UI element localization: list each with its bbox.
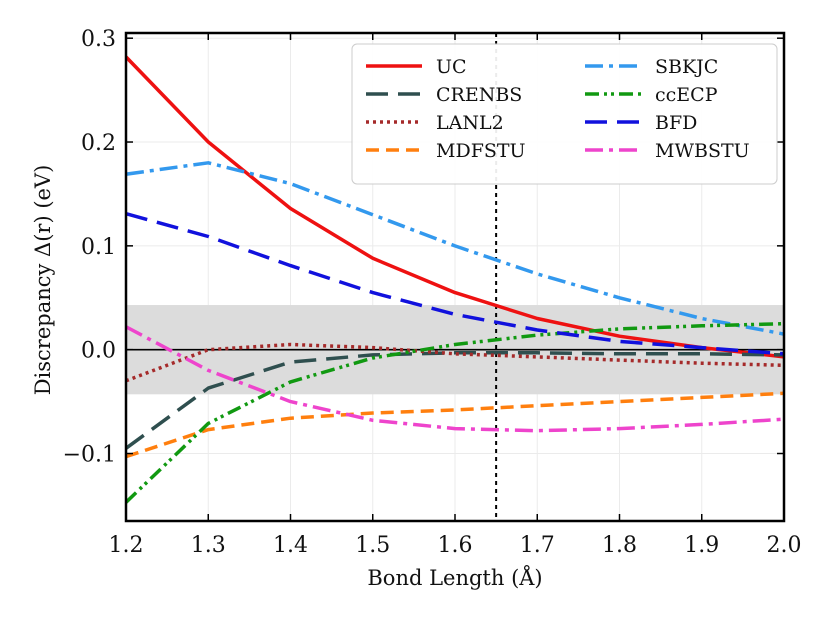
x-tick-label-5: 1.7 (520, 533, 555, 558)
y-axis-label: Discrepancy Δ(r) (eV) (31, 165, 55, 396)
y-tick-label-2: 0.1 (81, 235, 116, 260)
series-line-crenbs (126, 351, 784, 450)
y-tick-label-4: 0.3 (81, 27, 116, 52)
legend-box (351, 43, 778, 185)
x-tick-label-3: 1.5 (355, 533, 390, 558)
legend-label-bfd: BFD (655, 112, 697, 134)
series-line-mwbstu (126, 325, 784, 433)
legend-label-mwbstu: MWBSTU (655, 140, 750, 162)
x-tick-label-1: 1.3 (191, 533, 226, 558)
x-tick-label-0: 1.2 (109, 533, 144, 558)
y-tick-label-1: 0.0 (81, 339, 116, 364)
legend-label-crenbs: CRENBS (436, 84, 522, 106)
x-axis: 1.2 1.3 1.4 1.5 1.6 1.7 1.8 1.9 2.0 (109, 33, 802, 558)
x-tick-label-7: 1.9 (684, 533, 719, 558)
legend-label-lanl2: LANL2 (436, 112, 504, 134)
y-tick-label-3: 0.2 (81, 131, 116, 156)
x-axis-label: Bond Length (Å) (367, 565, 542, 590)
legend-label-uc: UC (436, 56, 467, 78)
series-line-ccecp (126, 321, 784, 504)
series-line-sbkjc (126, 161, 784, 336)
legend-label-mdfstu: MDFSTU (436, 140, 526, 162)
y-axis: −0.1 0.0 0.1 0.2 0.3 (63, 27, 784, 468)
series-line-bfd (126, 212, 784, 356)
x-tick-label-8: 2.0 (767, 533, 802, 558)
legend-label-sbkjc: SBKJC (655, 56, 718, 78)
y-tick-label-0: −0.1 (63, 443, 116, 468)
x-tick-label-2: 1.4 (273, 533, 308, 558)
series-line-lanl2 (126, 342, 784, 383)
x-tick-label-6: 1.8 (602, 533, 637, 558)
legend-label-ccecp: ccECP (655, 84, 718, 106)
x-tick-label-4: 1.6 (438, 533, 473, 558)
legend: UC CRENBS LANL2 MDFSTU SBKJC ccECP BFD MWBSTU (351, 43, 778, 185)
